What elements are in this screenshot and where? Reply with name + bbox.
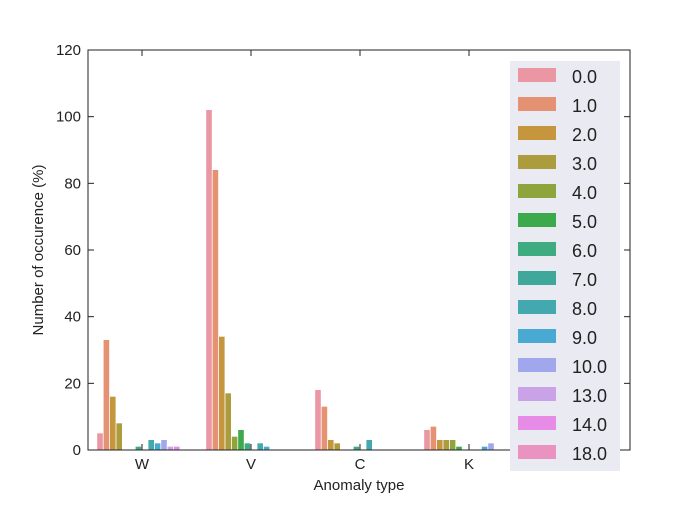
bar-W-8-0 — [148, 440, 154, 450]
x-axis-label: Anomaly type — [314, 477, 405, 494]
bar-W-2-0 — [110, 396, 116, 450]
bar-C-0-0 — [315, 390, 321, 450]
legend-label: 1.0 — [572, 96, 597, 116]
legend-label: 7.0 — [572, 270, 597, 290]
bar-W-14-0 — [174, 446, 180, 450]
y-axis-label: Number of occurence (%) — [30, 165, 47, 336]
legend-swatch-9-0 — [518, 329, 556, 343]
y-tick-label: 60 — [64, 242, 81, 259]
bar-V-6-0 — [244, 443, 251, 450]
legend-swatch-1-0 — [518, 97, 556, 111]
legend-swatch-0-0 — [518, 68, 556, 82]
bar-W-10-0 — [161, 440, 167, 450]
x-tick-label: W — [135, 456, 150, 473]
x-tick-label: K — [464, 456, 474, 473]
bar-V-5-0 — [238, 430, 244, 450]
bar-K-3-0 — [443, 440, 449, 450]
y-tick-label: 120 — [56, 42, 81, 59]
legend-swatch-10-0 — [518, 358, 556, 372]
bar-V-3-0 — [225, 393, 231, 450]
bar-W-0-0 — [97, 433, 103, 450]
legend-swatch-14-0 — [518, 416, 556, 430]
legend-swatch-4-0 — [518, 184, 556, 198]
legend-swatch-7-0 — [518, 271, 556, 285]
legend-swatch-2-0 — [518, 126, 556, 140]
bar-C-3-0 — [334, 443, 340, 450]
legend-label: 8.0 — [572, 299, 597, 319]
bar-K-2-0 — [437, 440, 443, 450]
bar-W-1-0 — [103, 340, 110, 450]
x-tick-label: V — [246, 456, 256, 473]
bar-K-1-0 — [430, 426, 437, 450]
bar-K-4-0 — [449, 440, 456, 450]
legend-label: 4.0 — [572, 183, 597, 203]
bar-W-13-0 — [167, 446, 174, 450]
legend-swatch-18-0 — [518, 445, 556, 459]
legend-swatch-3-0 — [518, 155, 556, 169]
legend-box — [510, 61, 620, 471]
bar-V-1-0 — [212, 170, 219, 450]
legend: 0.0 1.0 2.0 3.0 4.0 5.0 6.0 7.0 8.0 9.0 10.0 13.0 14… — [510, 61, 620, 471]
bar-C-8-0 — [366, 440, 372, 450]
bar-C-1-0 — [321, 406, 328, 450]
legend-swatch-8-0 — [518, 300, 556, 314]
y-tick-label: 20 — [64, 375, 81, 392]
y-tick-label: 0 — [73, 442, 81, 459]
y-tick-label: 100 — [56, 109, 81, 126]
legend-label: 2.0 — [572, 125, 597, 145]
legend-swatch-6-0 — [518, 242, 556, 256]
y-tick-label: 40 — [64, 309, 81, 326]
bar-W-6-0 — [135, 446, 142, 450]
legend-label: 10.0 — [572, 357, 607, 377]
bars-layer — [97, 110, 494, 450]
legend-label: 18.0 — [572, 444, 607, 464]
legend-label: 0.0 — [572, 67, 597, 87]
bar-K-5-0 — [456, 446, 462, 450]
legend-label: 14.0 — [572, 415, 607, 435]
bar-K-0-0 — [424, 430, 430, 450]
bar-C-6-0 — [353, 446, 360, 450]
bar-V-8-0 — [257, 443, 263, 450]
legend-label: 5.0 — [572, 212, 597, 232]
bar-K-9-0 — [481, 446, 488, 450]
y-axis: 0 20 40 60 80 100 120 — [56, 42, 630, 459]
bar-V-4-0 — [231, 436, 238, 450]
bar-W-3-0 — [116, 423, 122, 450]
legend-label: 3.0 — [572, 154, 597, 174]
legend-label: 9.0 — [572, 328, 597, 348]
legend-swatch-13-0 — [518, 387, 556, 401]
y-tick-label: 80 — [64, 175, 81, 192]
x-tick-label: C — [355, 456, 366, 473]
bar-V-0-0 — [206, 110, 212, 450]
legend-swatch-5-0 — [518, 213, 556, 227]
legend-label: 13.0 — [572, 386, 607, 406]
legend-label: 6.0 — [572, 241, 597, 261]
bar-V-2-0 — [219, 336, 225, 450]
bar-C-2-0 — [328, 440, 334, 450]
bar-K-10-0 — [488, 443, 494, 450]
bar-W-9-0 — [154, 443, 161, 450]
bar-V-9-0 — [263, 446, 270, 450]
